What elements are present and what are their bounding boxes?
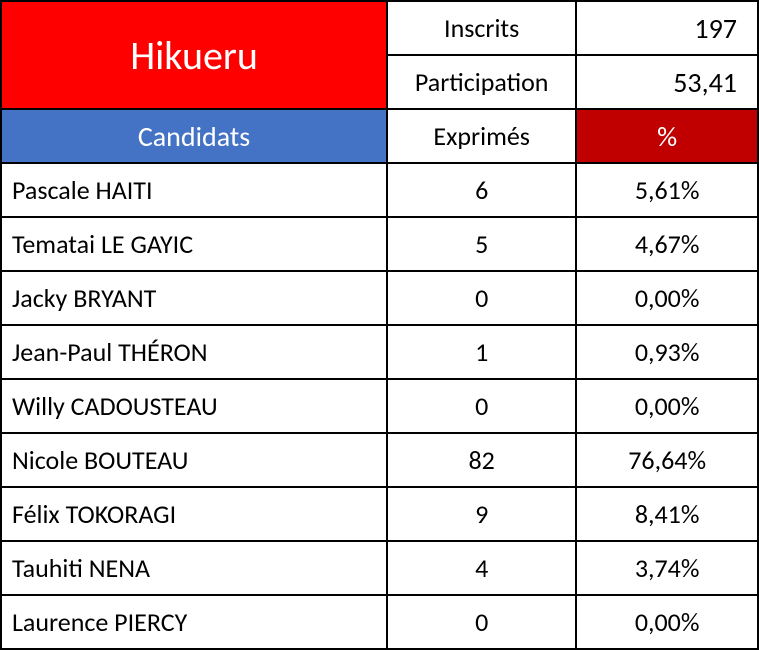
- candidate-pct: 5,61%: [576, 163, 758, 217]
- candidate-pct: 0,00%: [576, 379, 758, 433]
- election-results-table: Hikueru Inscrits 197 Participation 53,41…: [0, 0, 759, 649]
- candidate-name: Nicole BOUTEAU: [1, 433, 387, 487]
- participation-label: Participation: [387, 55, 576, 109]
- candidate-votes: 82: [387, 433, 576, 487]
- candidate-name: Jacky BRYANT: [1, 271, 387, 325]
- header-candidats: Candidats: [1, 109, 387, 163]
- table-row: Willy CADOUSTEAU00,00%: [1, 379, 758, 433]
- table-row: Félix TOKORAGI98,41%: [1, 487, 758, 541]
- candidate-votes: 9: [387, 487, 576, 541]
- candidate-name: Jean-Paul THÉRON: [1, 325, 387, 379]
- inscrits-label: Inscrits: [387, 1, 576, 55]
- candidate-name: Laurence PIERCY: [1, 595, 387, 649]
- candidate-name: Tauhiti NENA: [1, 541, 387, 595]
- candidate-pct: 76,64%: [576, 433, 758, 487]
- candidate-pct: 0,00%: [576, 595, 758, 649]
- candidate-name: Pascale HAITI: [1, 163, 387, 217]
- inscrits-value: 197: [576, 1, 758, 55]
- candidate-votes: 0: [387, 271, 576, 325]
- candidate-votes: 5: [387, 217, 576, 271]
- table-row: Pascale HAITI65,61%: [1, 163, 758, 217]
- candidate-pct: 3,74%: [576, 541, 758, 595]
- candidate-name: Willy CADOUSTEAU: [1, 379, 387, 433]
- candidate-votes: 1: [387, 325, 576, 379]
- candidate-name: Tematai LE GAYIC: [1, 217, 387, 271]
- candidate-pct: 4,67%: [576, 217, 758, 271]
- table-row: Laurence PIERCY00,00%: [1, 595, 758, 649]
- candidate-pct: 0,00%: [576, 271, 758, 325]
- table-row: Jean-Paul THÉRON10,93%: [1, 325, 758, 379]
- candidate-pct: 8,41%: [576, 487, 758, 541]
- table-row: Tauhiti NENA43,74%: [1, 541, 758, 595]
- header-exprimes: Exprimés: [387, 109, 576, 163]
- header-pct: %: [576, 109, 758, 163]
- candidate-name: Félix TOKORAGI: [1, 487, 387, 541]
- candidate-votes: 0: [387, 595, 576, 649]
- table-row: Nicole BOUTEAU8276,64%: [1, 433, 758, 487]
- candidate-votes: 4: [387, 541, 576, 595]
- commune-title: Hikueru: [1, 1, 387, 109]
- participation-value: 53,41: [576, 55, 758, 109]
- results-table: Hikueru Inscrits 197 Participation 53,41…: [0, 0, 759, 650]
- table-row: Jacky BRYANT00,00%: [1, 271, 758, 325]
- table-row: Tematai LE GAYIC54,67%: [1, 217, 758, 271]
- candidate-pct: 0,93%: [576, 325, 758, 379]
- candidate-votes: 0: [387, 379, 576, 433]
- candidate-votes: 6: [387, 163, 576, 217]
